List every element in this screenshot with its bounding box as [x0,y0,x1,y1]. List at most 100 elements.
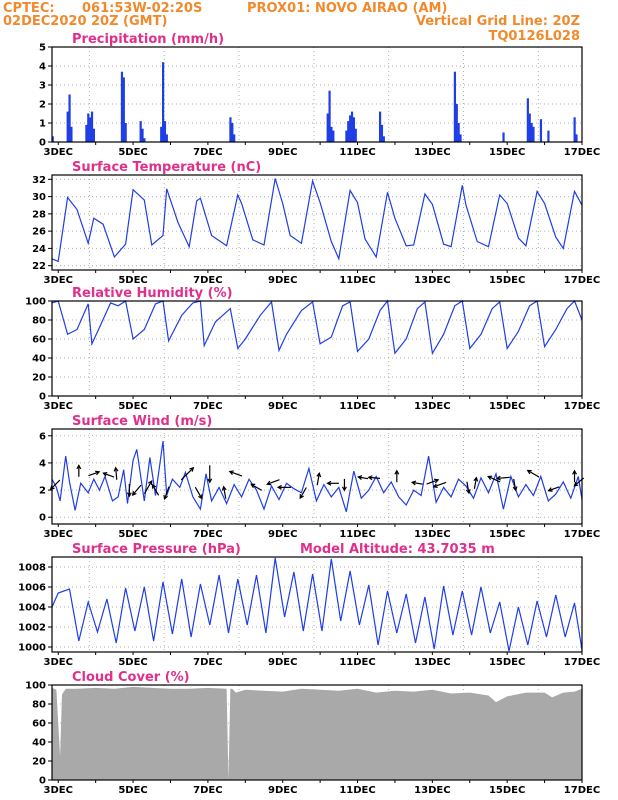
wind-arrow-shaft [180,467,194,481]
x-tick-label: 11DEC [339,275,375,286]
wind-arrow-shaft [223,486,227,499]
y-tick-label: 100 [25,297,46,308]
wind-arrow-head [102,471,108,477]
wind-arrow-shaft [115,467,118,480]
y-tick-label: 40 [32,738,46,749]
x-tick-label: 7DEC [193,657,222,668]
panel-title: Surface Pressure (hPa) [72,542,241,557]
x-tick-label: 3DEC [44,657,73,668]
wind-arrow [76,464,82,477]
x-tick-label: 5DEC [118,275,147,286]
wind-arrow [221,485,227,499]
x-tick-label: 7DEC [193,529,222,540]
wind-arrow-head [299,494,304,500]
wind-arrow-head [228,470,234,475]
bar [85,124,88,142]
series-line [51,178,583,263]
wind-arrow [367,475,381,481]
wind-arrow-shaft [527,470,540,478]
panel-temp: 22 24 26 28 30 32 3DEC 5DEC 7DEC 9DEC 11DEC 13DEC 15… [32,160,600,286]
bar [378,111,382,142]
wind-arrow-shaft [412,481,423,485]
bar [233,134,236,142]
wind-arrow-head [126,492,132,498]
wind-arrow [357,475,369,480]
x-tick-label: 11DEC [339,529,375,540]
wind-arrow-shaft [487,475,501,483]
panel-subtitle: Model Altitude: 43.7035 m [300,542,495,557]
wind-arrow-head [163,494,168,501]
x-tick-label: 5DEC [118,785,147,796]
x-tick-label: 15DEC [489,275,525,286]
wind-arrow [250,483,263,491]
wind-arrow [341,478,347,492]
y-tick-label: 4 [39,62,46,73]
wind-arrow [487,475,501,483]
x-tick-label: 5DEC [118,147,147,158]
x-tick-label: 17DEC [564,275,600,286]
y-tick-label: 1 [39,119,46,130]
wind-arrow-head [76,464,82,470]
y-tick-label: 2 [39,486,46,497]
x-tick-label: 11DEC [339,401,375,412]
series-line [51,557,583,652]
wind-arrow-shaft [316,473,320,486]
wind-arrow-head [495,475,501,481]
panel-cloud: 0 20 40 60 80 100 3DEC 5DEC 7DEC 9DEC 11DEC 13DEC 15… [25,670,600,796]
y-tick-label: 20 [32,373,46,384]
panel-precip: 0 1 2 3 4 5 3DEC 5DEC 7DEC 9DEC 11DEC 13DEC 15DEC 17D… [39,32,600,158]
x-tick-label: 17DEC [564,529,600,540]
x-tick-label: 3DEC [44,401,73,412]
bar [349,115,352,142]
wind-arrow [163,486,170,501]
wind-arrow [276,484,292,490]
x-tick-label: 3DEC [44,147,73,158]
x-tick-label: 3DEC [44,785,73,796]
x-tick-label: 9DEC [268,147,297,158]
wind-arrow-head [341,486,347,492]
wind-arrow-shaft [358,476,369,480]
wind-arrow-head [357,475,363,480]
wind-arrow [131,484,142,497]
bar [575,134,578,142]
wind-arrow-shaft [194,486,203,499]
bar [89,117,92,142]
bar [90,111,94,142]
wind-arrow [495,475,510,481]
area-fill [52,686,582,780]
wind-arrow [394,469,400,483]
y-tick-label: 2 [39,100,46,111]
x-tick-label: 11DEC [339,657,375,668]
wind-arrow [465,481,471,495]
bar [526,98,529,142]
wind-arrow [194,486,203,500]
bar [455,104,458,142]
bar [539,119,543,142]
bar [345,130,348,142]
y-tick-label: 100 [25,681,46,692]
wind-arrow-head [151,483,157,489]
x-tick-label: 15DEC [489,147,525,158]
panel-wind: 0 2 4 6 3DEC 5DEC 7DEC 9DEC 11DEC 13DEC 15DEC 17DEC… [39,414,600,540]
x-tick-label: 9DEC [268,529,297,540]
y-tick-label: 28 [32,209,46,220]
y-tick-label: 40 [32,354,46,365]
wind-arrow [326,480,339,486]
x-tick-label: 9DEC [268,785,297,796]
y-tick-label: 1000 [18,643,46,654]
y-tick-label: 0 [39,513,46,524]
bar [453,71,457,142]
wind-arrow-head [465,488,471,495]
x-tick-label: 9DEC [268,275,297,286]
wind-arrow-head [410,480,417,486]
bar [143,138,146,142]
bar [332,130,335,142]
y-tick-label: 22 [32,261,46,272]
wind-arrow [180,466,195,481]
bar [120,71,124,142]
header-model: TQ0126L028 [488,29,580,44]
wind-arrow-shaft [368,476,381,479]
bar [328,90,331,142]
header-station: PROX01: NOVO AIRAO (AM) [247,1,447,16]
wind-arrow-head [147,479,153,486]
